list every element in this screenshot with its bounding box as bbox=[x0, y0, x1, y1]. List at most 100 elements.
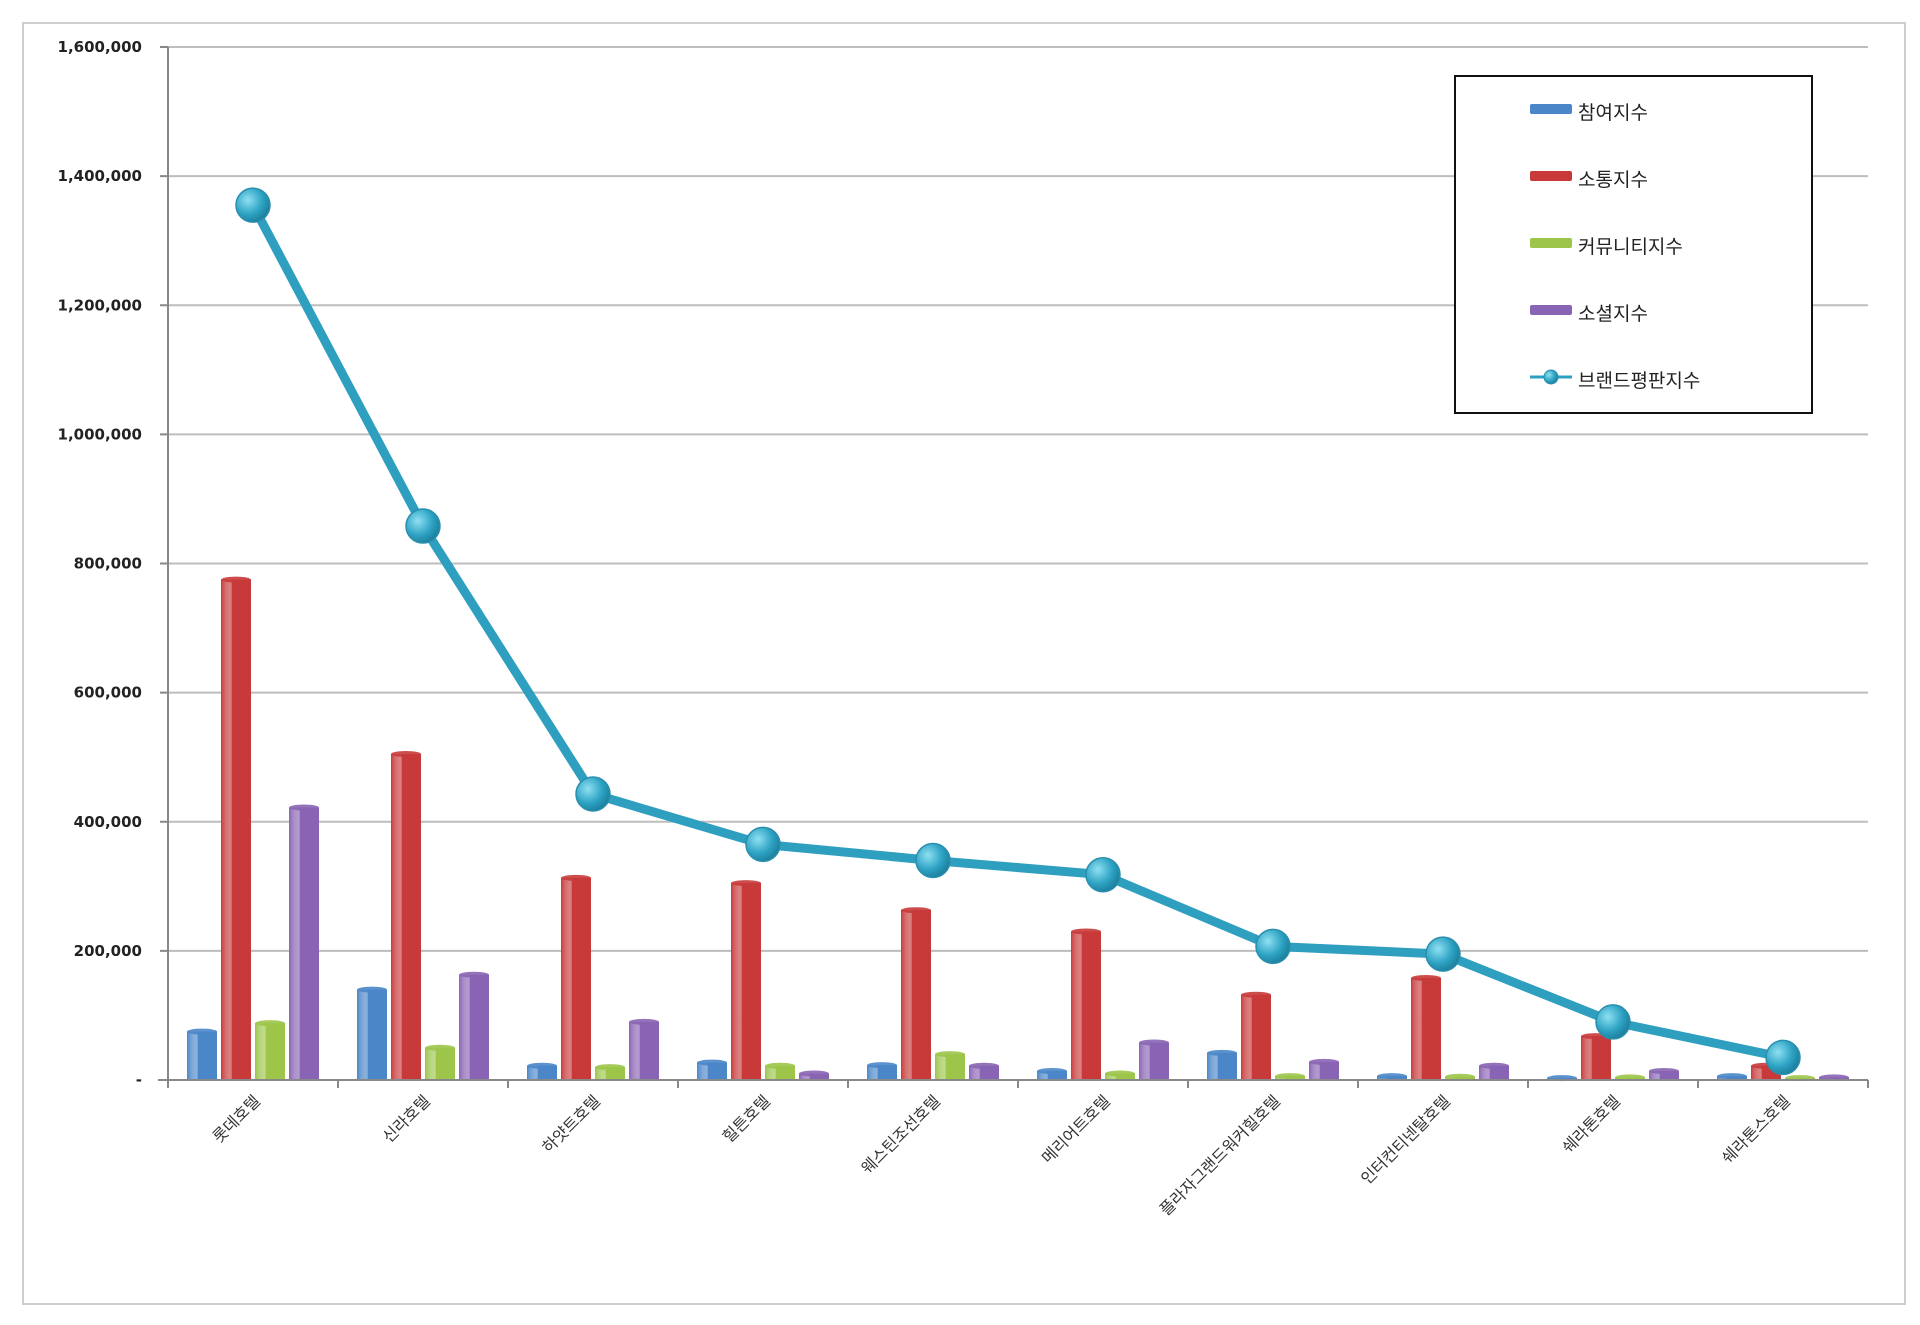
bar-소통지수-shade bbox=[731, 883, 761, 1080]
category-label: 롯데호텔 bbox=[209, 1091, 264, 1146]
y-tick-label: 1,200,000 bbox=[58, 296, 142, 314]
bar-소통지수-shade bbox=[1581, 1036, 1611, 1080]
legend-marker bbox=[1543, 369, 1559, 385]
y-tick-label: 600,000 bbox=[74, 684, 142, 702]
y-axis-tick-labels: - 200,000 400,000 600,000 800,000 1,000,000 1,… bbox=[58, 38, 142, 1089]
bar-소통지수-cap bbox=[1241, 991, 1271, 998]
bar-소셜지수-cap bbox=[629, 1018, 659, 1025]
bar-소셜지수-cap bbox=[1309, 1058, 1339, 1065]
bar-소셜지수-shade bbox=[289, 807, 319, 1080]
category-label: 메리어트호텔 bbox=[1038, 1091, 1114, 1167]
bar-소셜지수-cap bbox=[1649, 1067, 1679, 1074]
category-label: 하얏트호텔 bbox=[538, 1091, 603, 1156]
line-point bbox=[915, 842, 951, 879]
bar-참여지수-shade bbox=[357, 989, 387, 1080]
bar-참여지수-cap bbox=[187, 1028, 217, 1035]
bar-소통지수-shade bbox=[391, 753, 421, 1080]
bar-커뮤니티지수-cap bbox=[1275, 1073, 1305, 1080]
bar-커뮤니티지수-shade bbox=[425, 1047, 455, 1080]
y-tick-label: 1,000,000 bbox=[58, 425, 142, 443]
bar-소셜지수-shade bbox=[1139, 1042, 1169, 1080]
bar-소셜지수-cap bbox=[1139, 1039, 1169, 1046]
bar-참여지수-shade bbox=[527, 1065, 557, 1080]
line-point bbox=[1595, 1004, 1631, 1040]
bar-소통지수-shade bbox=[1071, 931, 1101, 1080]
line-point bbox=[1255, 928, 1291, 965]
bar-참여지수-shade bbox=[187, 1031, 217, 1080]
y-tick-label: 800,000 bbox=[74, 555, 142, 573]
bar-소셜지수-cap bbox=[1479, 1062, 1509, 1069]
bar-참여지수-shade bbox=[1207, 1052, 1237, 1080]
bar-소통지수-shade bbox=[1411, 977, 1441, 1080]
bar-커뮤니티지수-cap bbox=[935, 1051, 965, 1058]
bar-참여지수-shade bbox=[1037, 1070, 1067, 1080]
bar-커뮤니티지수-shade bbox=[255, 1023, 285, 1080]
y-tick-label: 1,400,000 bbox=[58, 167, 142, 185]
category-label: 쉐라톤스호텔 bbox=[1718, 1091, 1794, 1167]
y-tick-label: - bbox=[136, 1071, 142, 1089]
bar-커뮤니티지수-cap bbox=[1105, 1070, 1135, 1077]
x-axis-category-labels: 롯데호텔 신라호텔 하얏트호텔 힐튼호텔 웨스틴조선호텔 메리어트호텔 플라자그랜드워커힐호… bbox=[209, 1091, 1794, 1219]
bar-커뮤니티지수-shade bbox=[595, 1067, 625, 1080]
line-브랜드평판지수 bbox=[248, 200, 1788, 1062]
bar-커뮤니티지수-shade bbox=[935, 1054, 965, 1080]
axes bbox=[158, 46, 1869, 1088]
legend-label: 소셜지수 bbox=[1578, 303, 1648, 325]
bar-커뮤니티지수-shade bbox=[765, 1065, 795, 1080]
legend-swatch bbox=[1530, 305, 1572, 315]
bar-커뮤니티지수-cap bbox=[425, 1044, 455, 1051]
bar-커뮤니티지수-cap bbox=[255, 1020, 285, 1027]
bar-참여지수-cap bbox=[1207, 1049, 1237, 1056]
legend-label: 참여지수 bbox=[1578, 102, 1648, 124]
bar-소통지수-cap bbox=[901, 907, 931, 914]
line-point bbox=[1425, 936, 1461, 972]
y-tick-label: 200,000 bbox=[74, 942, 142, 960]
line-point bbox=[575, 776, 611, 812]
bar-소셜지수-shade bbox=[1479, 1065, 1509, 1080]
bar-소셜지수-shade bbox=[459, 974, 489, 1080]
category-label: 쉐라톤호텔 bbox=[1558, 1091, 1623, 1156]
bar-참여지수-cap bbox=[867, 1062, 897, 1069]
bar-커뮤니티지수-cap bbox=[595, 1064, 625, 1071]
legend-swatch bbox=[1530, 104, 1572, 114]
line-point bbox=[745, 826, 781, 863]
bar-소셜지수-shade bbox=[799, 1073, 829, 1080]
legend-label: 소통지수 bbox=[1578, 169, 1648, 191]
category-label: 플라자그랜드워커힐호텔 bbox=[1156, 1091, 1284, 1219]
category-label: 웨스틴조선호텔 bbox=[858, 1091, 944, 1177]
bar-소통지수-cap bbox=[731, 880, 761, 887]
line-point bbox=[405, 508, 441, 544]
bar-소통지수-cap bbox=[391, 750, 421, 757]
legend-swatch bbox=[1530, 238, 1572, 248]
bar-소통지수-shade bbox=[1241, 994, 1271, 1080]
category-label: 신라호텔 bbox=[379, 1091, 434, 1146]
bar-참여지수-cap bbox=[697, 1059, 727, 1066]
line-point bbox=[1085, 856, 1121, 893]
bar-커뮤니티지수-cap bbox=[1615, 1074, 1645, 1081]
bar-소셜지수-cap bbox=[799, 1070, 829, 1077]
y-tick-label: 1,600,000 bbox=[58, 38, 142, 56]
legend-box bbox=[1454, 75, 1813, 414]
bar-소통지수-shade bbox=[561, 877, 591, 1080]
bar-소셜지수-shade bbox=[629, 1021, 659, 1080]
line-point bbox=[235, 187, 271, 223]
trend-line bbox=[235, 187, 1801, 1076]
category-label: 힐튼호텔 bbox=[719, 1091, 774, 1146]
bar-소셜지수-shade bbox=[1649, 1070, 1679, 1080]
bar-소셜지수-shade bbox=[969, 1065, 999, 1080]
bar-커뮤니티지수-cap bbox=[1445, 1073, 1475, 1080]
bar-소통지수-cap bbox=[561, 874, 591, 881]
bar-참여지수-cap bbox=[1717, 1073, 1747, 1080]
bar-소통지수-cap bbox=[1071, 928, 1101, 935]
bar-소셜지수-cap bbox=[1819, 1074, 1849, 1081]
legend-swatch bbox=[1530, 171, 1572, 181]
legend-label: 커뮤니티지수 bbox=[1578, 236, 1683, 258]
bar-참여지수-cap bbox=[1377, 1073, 1407, 1080]
legend-label: 브랜드평판지수 bbox=[1578, 370, 1700, 392]
bar-참여지수-cap bbox=[357, 986, 387, 993]
bars bbox=[187, 576, 1849, 1082]
bar-참여지수-shade bbox=[697, 1062, 727, 1080]
bar-커뮤니티지수-cap bbox=[765, 1062, 795, 1069]
